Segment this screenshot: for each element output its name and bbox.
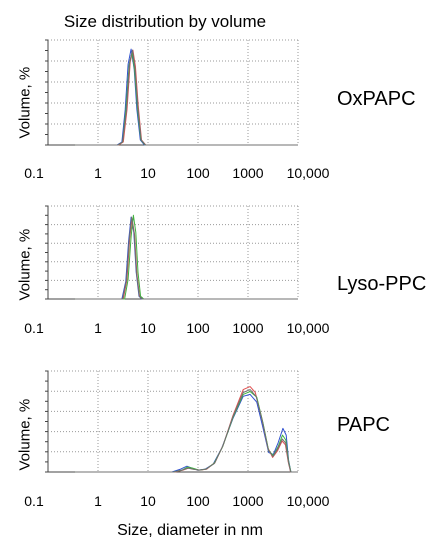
x-tick-label: 10: [140, 493, 156, 509]
x-tick-label: 10: [140, 165, 156, 181]
panel-plot: [45, 205, 299, 300]
x-tick-label: 10,000: [286, 165, 330, 181]
series-line: [75, 216, 298, 300]
x-tick-label: 0.1: [24, 165, 44, 181]
series-line: [75, 49, 298, 146]
sample-label: OxPAPC: [337, 88, 416, 110]
chart-title: Size distribution by volume: [63, 12, 267, 31]
x-tick-label: 10,000: [286, 320, 330, 336]
x-axis-label: Size, diameter in nm: [117, 522, 263, 539]
x-tick-label: 100: [186, 493, 210, 509]
sample-label: Lyso-PPC: [337, 273, 427, 295]
panel-plot: [45, 370, 299, 473]
sample-label: PAPC: [337, 414, 390, 436]
x-tick-label: 10,000: [286, 493, 330, 509]
x-tick-label: 1: [94, 493, 102, 509]
series-line: [75, 216, 298, 300]
series-line: [75, 49, 298, 146]
x-tick-label: 100: [186, 320, 210, 336]
series-line: [75, 389, 298, 473]
series-line: [75, 391, 298, 473]
series-line: [75, 48, 298, 146]
series-line: [75, 51, 298, 146]
x-tick-label: 1: [94, 165, 102, 181]
panel-oxpapc: Volume, % OxPAPC: [0, 0, 439, 180]
x-tick-label: 1: [94, 320, 102, 336]
x-tick-label: 0.1: [24, 320, 44, 336]
series-line: [75, 214, 298, 300]
x-tick-label: 0.1: [24, 493, 44, 509]
x-tick-label: 1000: [232, 493, 264, 509]
x-tick-label: 1000: [232, 165, 264, 181]
series-line: [75, 218, 298, 300]
x-tick-label: 100: [186, 165, 210, 181]
x-tick-label: 1000: [232, 320, 264, 336]
panel-plot: [45, 39, 299, 146]
panel-papc: Volume, % PAPC: [0, 0, 439, 471]
x-tick-label: 10: [140, 320, 156, 336]
panel-lyso-ppc: Volume, % Lyso-PPC: [0, 0, 439, 301]
